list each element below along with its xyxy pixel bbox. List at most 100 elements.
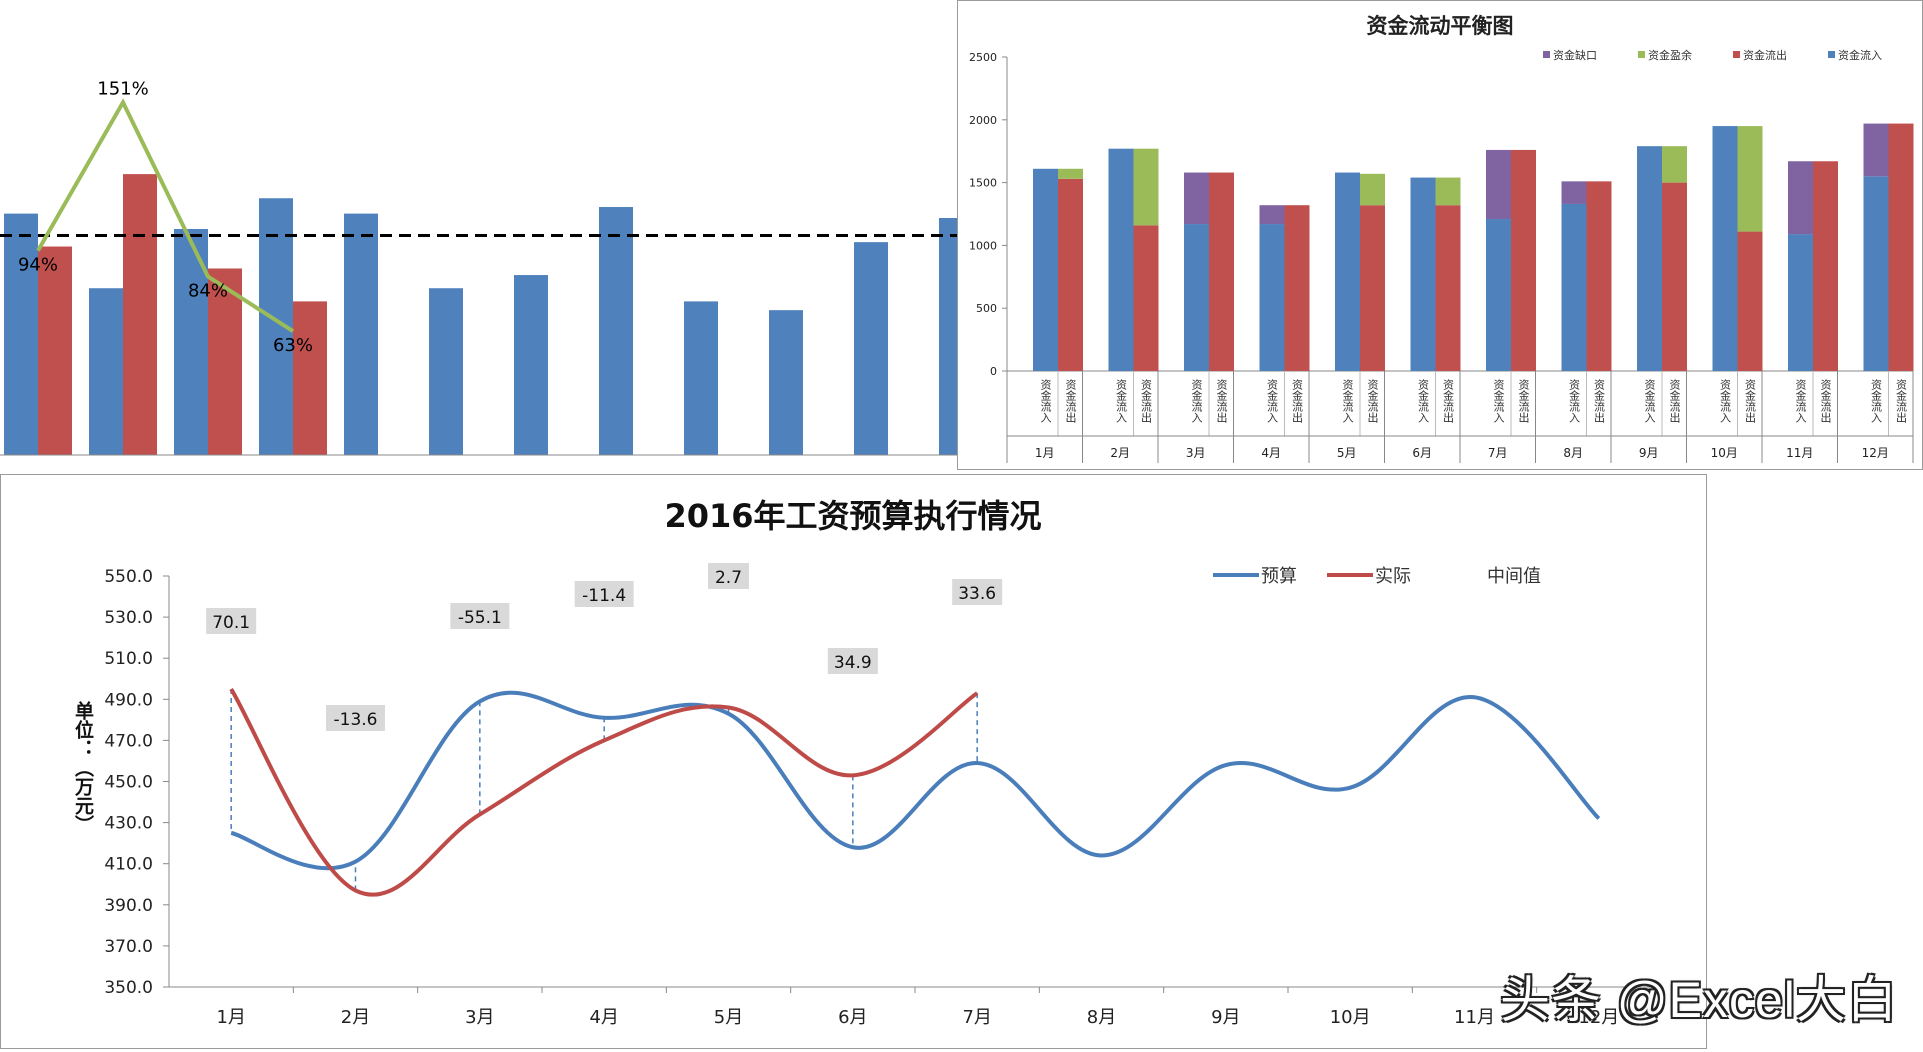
balance-gap-11 [1788, 161, 1813, 234]
balance-inflow-8 [1562, 204, 1587, 371]
balance-outflow-7 [1511, 150, 1536, 371]
bar-blue-5 [344, 214, 378, 455]
balance-outflow-5 [1360, 205, 1385, 371]
bar-blue-7 [514, 275, 548, 455]
balance-surplus-1 [1058, 169, 1083, 179]
balance-category-7: 7月 [1488, 446, 1508, 460]
salary-ytick-label-1: 530.0 [104, 608, 153, 628]
bar-red-2 [123, 174, 157, 455]
balance-inflow-7 [1486, 219, 1511, 371]
ratio-label-3: 84% [188, 281, 228, 302]
balance-inflow-12 [1864, 176, 1889, 371]
salary-xlabel-4: 4月 [589, 1007, 618, 1028]
balance-sublabel-8-2: 资金流出 [1593, 379, 1606, 423]
salary-ytick-label-9: 370.0 [104, 937, 153, 957]
salary-ytick-label-0: 550.0 [104, 567, 153, 587]
balance-category-3: 3月 [1186, 446, 1206, 460]
salary-xlabel-7: 7月 [962, 1007, 991, 1028]
balance-category-6: 6月 [1412, 446, 1432, 460]
balance-sublabel-6-1: 资金流入 [1417, 379, 1430, 423]
salary-legend-label-3: 中间值 [1487, 566, 1541, 587]
balance-ytick-label-2: 1000 [969, 239, 997, 252]
balance-sublabel-3-2: 资金流出 [1215, 379, 1228, 423]
bar-red-1 [38, 247, 72, 455]
balance-outflow-9 [1662, 183, 1687, 371]
balance-outflow-11 [1813, 161, 1838, 371]
balance-legend-label-2: 资金盈余 [1648, 48, 1692, 62]
balance-category-4: 4月 [1261, 446, 1281, 460]
bar-blue-6 [429, 288, 463, 455]
balance-gap-12 [1864, 124, 1889, 177]
balance-category-12: 12月 [1862, 446, 1889, 460]
balance-sublabel-9-2: 资金流出 [1668, 379, 1681, 423]
bar-red-4 [293, 301, 327, 455]
balance-surplus-5 [1360, 174, 1385, 205]
salary-xlabel-3: 3月 [465, 1007, 494, 1028]
salary-ytick-label-5: 450.0 [104, 773, 153, 793]
balance-gap-3 [1184, 173, 1209, 224]
salary-diff-label-3: -55.1 [458, 608, 502, 628]
balance-sublabel-8-1: 资金流入 [1568, 379, 1581, 423]
ratio-label-1: 94% [18, 255, 58, 276]
salary-title: 2016年工资预算执行情况 [664, 497, 1041, 535]
balance-legend-swatch-1 [1543, 51, 1550, 58]
watermark: 头条 @Excel大白 [1500, 960, 1898, 1032]
balance-sublabel-7-1: 资金流入 [1492, 379, 1505, 423]
balance-gap-8 [1562, 181, 1587, 204]
salary-diff-label-4: -11.4 [582, 586, 626, 606]
salary-chart-svg: 2016年工资预算执行情况单位：（万元）550.0530.0510.0490.0… [1, 475, 1706, 1048]
balance-category-5: 5月 [1337, 446, 1357, 460]
balance-sublabel-3-1: 资金流入 [1190, 379, 1203, 423]
balance-legend-swatch-3 [1733, 51, 1740, 58]
salary-xlabel-5: 5月 [714, 1007, 743, 1028]
salary-ytick-label-10: 350.0 [104, 978, 153, 998]
balance-category-8: 8月 [1563, 446, 1583, 460]
balance-gap-7 [1486, 150, 1511, 219]
balance-ytick-label-5: 2500 [969, 51, 997, 64]
balance-sublabel-11-1: 资金流入 [1794, 379, 1807, 423]
balance-outflow-6 [1436, 205, 1461, 371]
salary-ytick-label-2: 510.0 [104, 649, 153, 669]
ratio-label-2: 151% [97, 78, 148, 99]
balance-legend-label-1: 资金缺口 [1553, 48, 1597, 62]
salary-ytick-label-4: 470.0 [104, 731, 153, 751]
balance-sublabel-2-1: 资金流入 [1115, 379, 1128, 423]
balance-inflow-1 [1033, 169, 1058, 371]
bar-blue-11 [854, 242, 888, 455]
balance-legend-swatch-4 [1828, 51, 1835, 58]
balance-inflow-6 [1411, 178, 1436, 371]
balance-ytick-label-4: 2000 [969, 114, 997, 127]
salary-ylabel: 单位：（万元） [72, 700, 95, 834]
salary-xlabel-10: 10月 [1330, 1007, 1371, 1028]
salary-xlabel-1: 1月 [216, 1007, 245, 1028]
balance-inflow-4 [1260, 224, 1285, 371]
ratio-label-4: 63% [273, 335, 313, 356]
balance-surplus-2 [1134, 149, 1159, 226]
balance-category-10: 10月 [1711, 446, 1738, 460]
balance-category-11: 11月 [1786, 446, 1813, 460]
salary-legend-label-2: 实际 [1375, 566, 1411, 587]
balance-sublabel-11-2: 资金流出 [1819, 379, 1832, 423]
balance-sublabel-5-1: 资金流入 [1341, 379, 1354, 423]
balance-sublabel-6-2: 资金流出 [1442, 379, 1455, 423]
balance-outflow-4 [1285, 205, 1310, 371]
combo-chart-svg: 94% 151% 84% 63% [0, 0, 960, 456]
salary-diff-label-6: 34.9 [834, 653, 872, 673]
balance-outflow-2 [1134, 225, 1159, 371]
balance-category-2: 2月 [1110, 446, 1130, 460]
salary-diff-label-1: 70.1 [212, 613, 250, 633]
balance-inflow-11 [1788, 234, 1813, 371]
balance-ytick-label-1: 500 [976, 302, 997, 315]
balance-inflow-10 [1713, 126, 1738, 371]
balance-sublabel-9-1: 资金流入 [1643, 379, 1656, 423]
balance-category-1: 1月 [1035, 446, 1055, 460]
balance-sublabel-12-2: 资金流出 [1895, 379, 1908, 423]
balance-chart-svg: 资金流动平衡图资金缺口资金盈余资金流出资金流入05001000150020002… [958, 1, 1922, 469]
balance-inflow-5 [1335, 173, 1360, 371]
balance-outflow-1 [1058, 179, 1083, 371]
balance-surplus-6 [1436, 178, 1461, 206]
balance-category-9: 9月 [1639, 446, 1659, 460]
balance-outflow-8 [1587, 181, 1612, 371]
balance-title: 资金流动平衡图 [1367, 14, 1514, 38]
salary-diff-label-2: -13.6 [334, 710, 378, 730]
